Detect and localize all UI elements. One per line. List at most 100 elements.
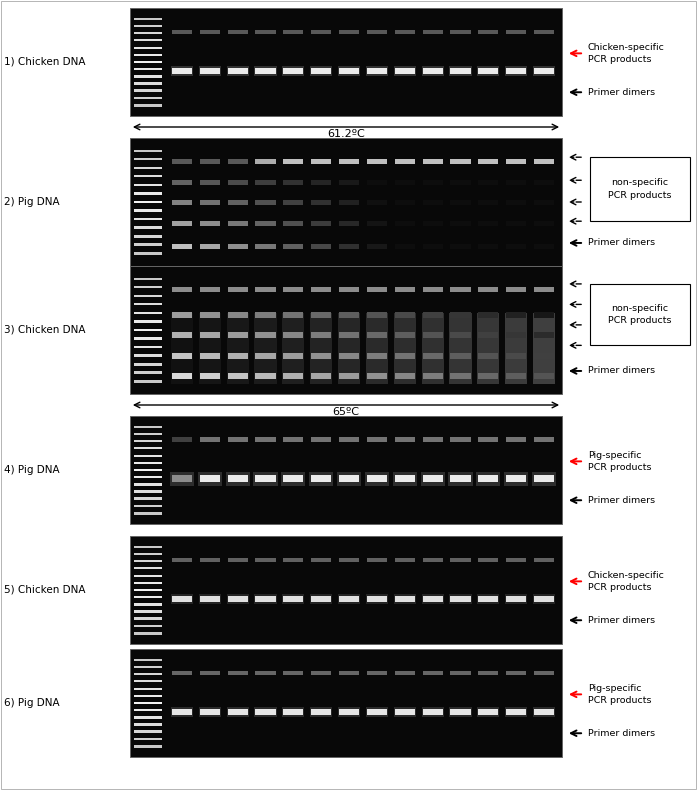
Text: 65ºC: 65ºC [332,407,360,417]
Bar [134,738,162,740]
Bar [228,287,247,292]
Bar [422,200,443,205]
Bar [367,352,387,359]
Bar [506,159,526,164]
Bar [134,218,162,220]
Bar [450,68,470,73]
Text: PCR products: PCR products [588,463,652,472]
Bar [505,593,527,604]
Text: non-specific
PCR products: non-specific PCR products [608,179,672,200]
Bar [228,352,247,359]
Bar [311,287,331,292]
Bar [256,671,275,675]
Bar [339,596,359,602]
Bar [134,201,162,203]
Bar [172,437,192,442]
Bar [311,373,331,379]
Bar [134,329,162,331]
Bar [228,558,247,562]
Bar [395,180,415,186]
Bar [422,671,443,675]
Bar [395,709,415,715]
Bar [392,472,417,486]
Text: Primer dimers: Primer dimers [588,496,655,505]
Bar [256,558,275,562]
Bar [134,89,162,92]
Bar [534,287,554,292]
Bar [172,596,192,602]
Bar [478,671,498,675]
Bar [134,745,162,747]
Bar [311,332,331,338]
Bar [134,491,162,493]
Bar [283,68,303,73]
Bar [228,332,247,338]
Bar [395,332,415,338]
Bar [395,596,415,602]
Bar [172,221,192,226]
Text: Primer dimers: Primer dimers [588,728,655,738]
Bar [172,558,192,562]
Bar [339,287,359,292]
Bar [478,332,498,338]
Bar [422,475,443,482]
Bar [450,159,470,164]
Bar [534,437,554,442]
Bar [338,66,360,76]
Bar [134,632,162,634]
Bar [227,593,249,604]
Bar [256,596,275,602]
Bar [394,706,416,717]
Bar [134,680,162,683]
Bar [134,320,162,322]
Text: non-specific
PCR products: non-specific PCR products [608,304,672,325]
Bar [476,472,500,486]
Bar [134,702,162,704]
Bar [283,159,303,164]
Bar [171,314,193,384]
Bar [420,472,445,486]
Bar [172,671,192,675]
Bar [367,373,387,379]
Bar [367,437,387,442]
Bar [422,287,443,292]
Bar [199,593,221,604]
Bar [134,461,162,464]
Bar [506,180,526,186]
Bar [200,221,220,226]
Bar [422,558,443,562]
Bar [450,332,470,338]
Bar [283,709,303,715]
Bar [367,159,387,164]
Bar [172,373,192,379]
Bar [533,66,555,76]
Bar [395,311,415,318]
Text: Pig-specific: Pig-specific [588,684,641,693]
Bar [366,66,388,76]
Bar [134,716,162,719]
Bar [450,66,472,76]
Bar [256,159,275,164]
Bar [367,244,387,250]
Bar [172,287,192,292]
Bar [450,311,470,318]
Text: 4) Pig DNA: 4) Pig DNA [4,465,60,475]
Bar [506,558,526,562]
Bar [134,440,162,442]
Bar [134,567,162,570]
Bar [134,618,162,620]
Bar [134,483,162,486]
Bar [422,244,443,250]
Bar [200,596,220,602]
Bar [395,373,415,379]
Bar [367,671,387,675]
Bar [283,373,303,379]
Bar [532,472,556,486]
Bar [534,244,554,250]
Bar [311,437,331,442]
Bar [134,47,162,49]
Bar [171,66,193,76]
Bar [422,706,444,717]
Bar [534,596,554,602]
Bar [534,475,554,482]
